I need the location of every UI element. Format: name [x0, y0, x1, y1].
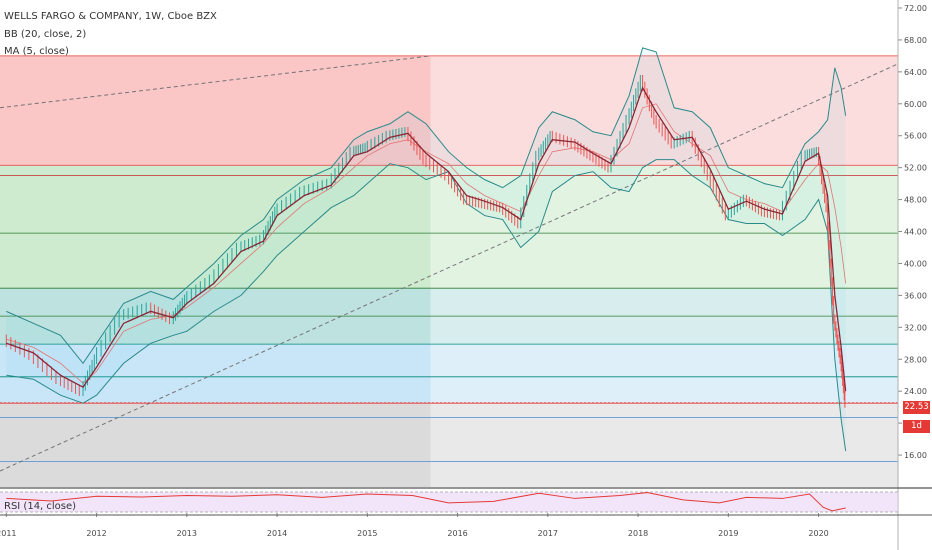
x-tick-label: 2013: [177, 529, 197, 538]
x-tick-label: 2015: [357, 529, 377, 538]
bb-upper-line: [6, 47, 847, 365]
bb-lower-line: [6, 159, 847, 452]
x-tick-label: 2016: [447, 529, 467, 538]
x-tick-label: 2020: [808, 529, 828, 538]
countdown-tag: 1d 23h: [903, 420, 930, 444]
y-tick-label: 72.00: [904, 4, 927, 13]
chart-title: WELLS FARGO & COMPANY, 1W, Cboe BZX: [4, 11, 217, 22]
y-tick-label: 40.00: [904, 259, 927, 268]
y-tick-label: 16.00: [904, 451, 927, 460]
rsi-band: [0, 492, 898, 512]
x-tick-label: 2018: [628, 529, 648, 538]
y-tick-label: 36.00: [904, 291, 927, 300]
x-tick-label: 2011: [0, 529, 16, 538]
y-tick-label: 32.00: [904, 323, 927, 332]
bb-fill: [6, 47, 846, 452]
fib-zone-strong-4: [0, 403, 431, 487]
last-price-tag: 22.53: [903, 401, 930, 414]
y-tick-label: 68.00: [904, 36, 927, 45]
y-tick-label: 24.00: [904, 387, 927, 396]
y-tick-label: 60.00: [904, 100, 927, 109]
y-tick-label: 56.00: [904, 132, 927, 141]
x-tick-label: 2017: [538, 529, 558, 538]
y-tick-label: 44.00: [904, 228, 927, 237]
fib-zone-strong-1: [0, 165, 431, 289]
x-tick-label: 2012: [86, 529, 106, 538]
y-tick-label: 64.00: [904, 68, 927, 77]
rsi-legend: RSI (14, close): [4, 501, 77, 512]
x-tick-label: 2019: [718, 529, 738, 538]
trendline-upper: [0, 55, 431, 109]
bb-legend: BB (20, close, 2): [4, 29, 87, 40]
ma-line: [6, 86, 847, 392]
y-tick-label: 28.00: [904, 355, 927, 364]
x-tick-label: 2014: [267, 529, 287, 538]
y-tick-label: 52.00: [904, 164, 927, 173]
rsi-line: [6, 492, 846, 512]
ma-legend: MA (5, close): [4, 46, 69, 57]
y-tick-label: 48.00: [904, 196, 927, 205]
